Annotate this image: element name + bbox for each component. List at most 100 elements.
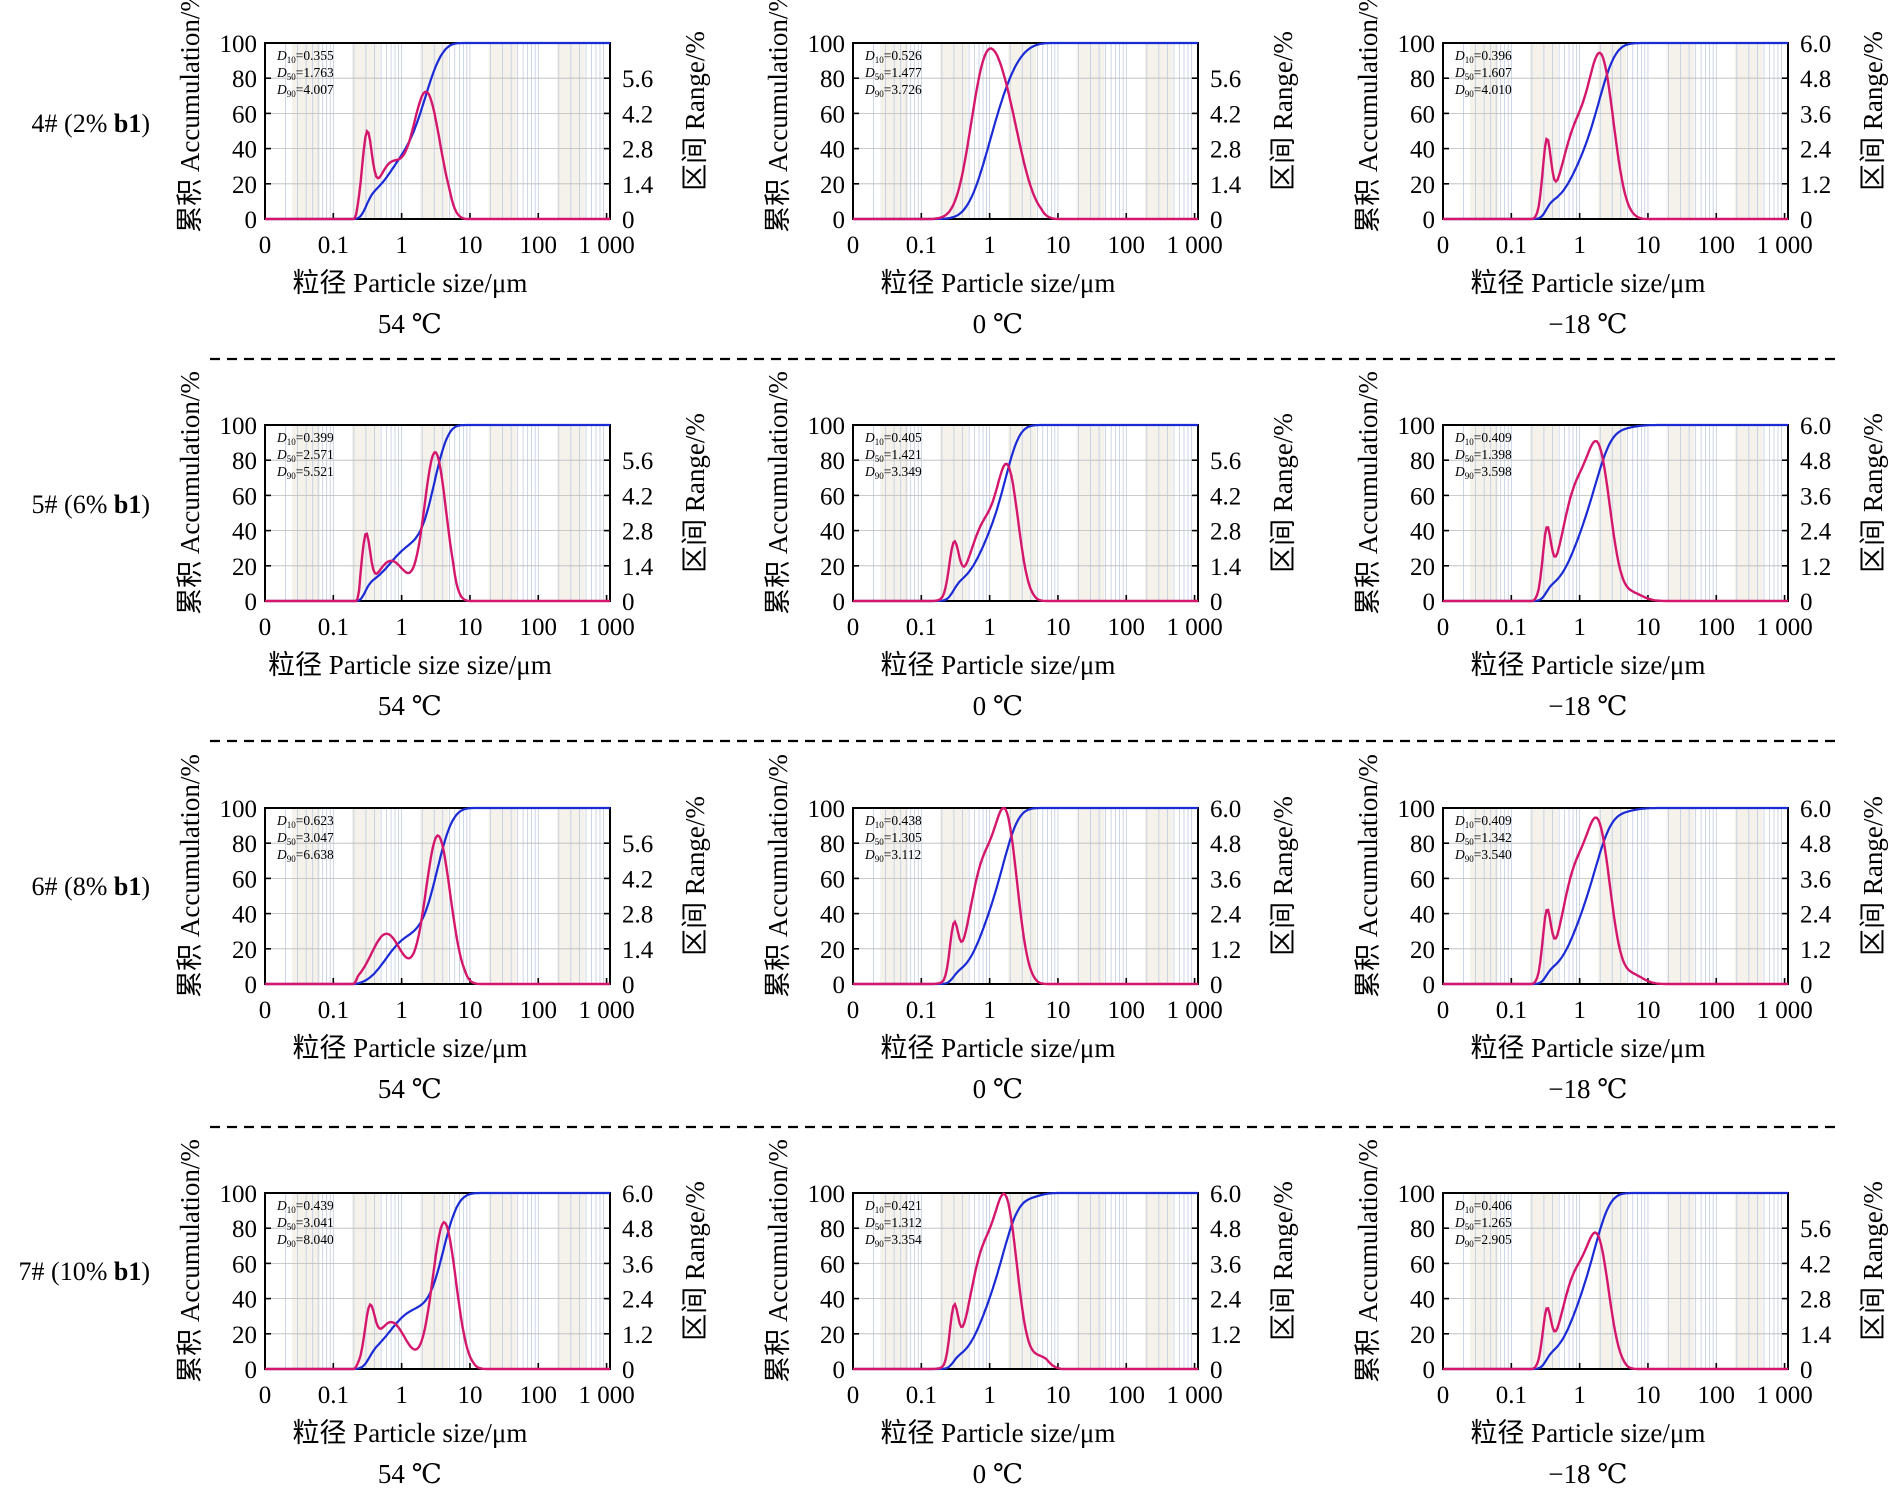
y-tick-label: 0 (833, 972, 846, 999)
y-tick-label: 60 (820, 101, 845, 128)
right-axis-title: 区间 Range/% (1858, 413, 1888, 573)
right-axis-title: 区间 Range/% (1858, 1181, 1888, 1341)
right-y-tick-label: 3.6 (622, 1251, 653, 1278)
psd-chart-panel: 0 20 40 60 80 100 0 1.4 2.8 4.2 5.6 0 0.1 1 10 100 1 000… (763, 371, 1298, 721)
x-axis-title: 粒径 Particle size/μm (1470, 1033, 1705, 1063)
right-y-tick-label: 6.0 (1210, 1181, 1241, 1208)
psd-chart-panel: 0 20 40 60 80 100 0 1.4 2.8 4.2 5.6 0 0.1 1 10 100 1 000… (763, 0, 1298, 339)
y-tick-label: 20 (1410, 937, 1435, 964)
right-y-tick-label: 4.2 (1800, 1251, 1831, 1278)
x-tick-label: 10 (1045, 997, 1070, 1024)
x-tick-label: 1 000 (1756, 997, 1812, 1024)
x-tick-label: 1 000 (1756, 1382, 1812, 1409)
right-y-tick-label: 0 (1800, 589, 1813, 616)
right-y-tick-label: 2.4 (1210, 1287, 1242, 1314)
x-axis-title: 粒径 Particle size/μm (880, 650, 1115, 680)
y-tick-label: 20 (1410, 172, 1435, 199)
x-tick-label: 1 (1573, 997, 1586, 1024)
left-axis-title: 累积 Accumulation/% (175, 754, 205, 998)
y-tick-label: 60 (232, 101, 257, 128)
y-tick-label: 20 (232, 1322, 257, 1349)
y-tick-label: 80 (820, 448, 845, 475)
row-label: 4# (2% b1) (32, 109, 150, 138)
left-axis-title: 累积 Accumulation/% (763, 0, 793, 233)
y-tick-label: 100 (1398, 31, 1436, 58)
d-value-label: D50=1.477 (864, 65, 922, 82)
y-tick-label: 0 (833, 589, 846, 616)
psd-chart-panel: 0 20 40 60 80 100 0 1.4 2.8 4.2 5.6 0 0.1 1 10 100 1 000… (175, 754, 710, 1104)
y-tick-label: 100 (1398, 796, 1436, 823)
right-y-tick-label: 2.8 (1210, 137, 1241, 164)
psd-chart-panel: 0 20 40 60 80 100 0 1.2 2.4 3.6 4.8 6.0 0 0.1 1 10 100 1 … (763, 754, 1298, 1104)
temperature-condition: 54 ℃ (378, 1459, 442, 1489)
left-axis-title: 累积 Accumulation/% (1353, 754, 1383, 998)
temperature-condition: 0 ℃ (973, 1459, 1023, 1489)
x-tick-label: 0.1 (318, 614, 349, 641)
d-value-label: D90=6.638 (276, 847, 334, 864)
right-y-tick-label: 1.2 (1210, 1322, 1241, 1349)
right-y-tick-label: 0 (622, 972, 635, 999)
right-y-tick-label: 0 (1210, 1357, 1223, 1384)
right-y-tick-label: 4.2 (622, 101, 653, 128)
y-tick-label: 0 (833, 1357, 846, 1384)
left-axis-title: 累积 Accumulation/% (1353, 0, 1383, 233)
y-tick-label: 40 (1410, 519, 1435, 546)
row-label-bold: b1 (114, 109, 141, 138)
left-axis-title: 累积 Accumulation/% (175, 371, 205, 615)
y-tick-label: 60 (1410, 1251, 1435, 1278)
x-tick-label: 1 000 (1166, 232, 1222, 259)
plot-frame (1442, 424, 1789, 602)
range-curve (265, 451, 610, 603)
x-tick-label: 1 (1573, 1382, 1586, 1409)
right-y-tick-label: 5.6 (1800, 1216, 1831, 1243)
range-curve (265, 90, 610, 221)
temperature-condition: 0 ℃ (973, 1074, 1023, 1104)
right-y-tick-label: 3.6 (1210, 1251, 1241, 1278)
right-y-tick-label: 2.8 (622, 519, 653, 546)
y-tick-label: 0 (245, 589, 258, 616)
psd-chart-panel: 0 20 40 60 80 100 0 1.4 2.8 4.2 5.6 0 0.1 1 10 100 1 000… (1353, 1139, 1888, 1489)
row-label-bold: b1 (114, 1257, 141, 1286)
d-value-label: D10=0.406 (1454, 1198, 1512, 1215)
left-axis-title: 累积 Accumulation/% (175, 1139, 205, 1383)
x-tick-label: 1 (395, 232, 408, 259)
temperature-condition: −18 ℃ (1548, 691, 1627, 721)
right-y-tick-label: 6.0 (1800, 413, 1831, 440)
y-tick-label: 80 (1410, 1216, 1435, 1243)
right-y-tick-label: 0 (1800, 1357, 1813, 1384)
d-value-label: D10=0.623 (276, 813, 334, 830)
d-value-label: D90=5.521 (276, 464, 334, 481)
y-tick-label: 100 (808, 31, 846, 58)
x-axis-title: 粒径 Particle size/μm (292, 1033, 527, 1063)
right-y-tick-label: 1.2 (622, 1322, 653, 1349)
row-label-text: 5# (6% (32, 490, 114, 519)
y-tick-label: 20 (232, 554, 257, 581)
right-y-tick-label: 0 (1800, 207, 1813, 234)
x-tick-label: 0.1 (906, 614, 937, 641)
range-curve (1443, 816, 1788, 986)
right-y-tick-label: 3.6 (1800, 101, 1831, 128)
d-value-label: D90=3.726 (864, 82, 922, 99)
y-tick-label: 100 (808, 413, 846, 440)
x-tick-label: 100 (1698, 232, 1736, 259)
right-axis-title: 区间 Range/% (680, 796, 710, 956)
right-axis-title: 区间 Range/% (680, 31, 710, 191)
temperature-condition: −18 ℃ (1548, 309, 1627, 339)
y-tick-label: 40 (1410, 1287, 1435, 1314)
y-tick-label: 20 (820, 937, 845, 964)
right-y-tick-label: 3.6 (1210, 866, 1241, 893)
d-value-label: D10=0.409 (1454, 813, 1512, 830)
d-value-label: D50=1.342 (1454, 830, 1512, 847)
right-y-tick-label: 2.8 (1800, 1287, 1831, 1314)
y-tick-label: 40 (820, 137, 845, 164)
x-tick-label: 1 (395, 1382, 408, 1409)
y-tick-label: 80 (820, 831, 845, 858)
right-y-tick-label: 4.8 (1800, 448, 1831, 475)
plot-frame (1442, 42, 1789, 220)
y-tick-label: 20 (232, 172, 257, 199)
y-tick-label: 40 (1410, 902, 1435, 929)
right-y-tick-label: 6.0 (1210, 796, 1241, 823)
right-y-tick-label: 2.4 (1800, 519, 1832, 546)
row-label-text: ) (141, 490, 150, 519)
